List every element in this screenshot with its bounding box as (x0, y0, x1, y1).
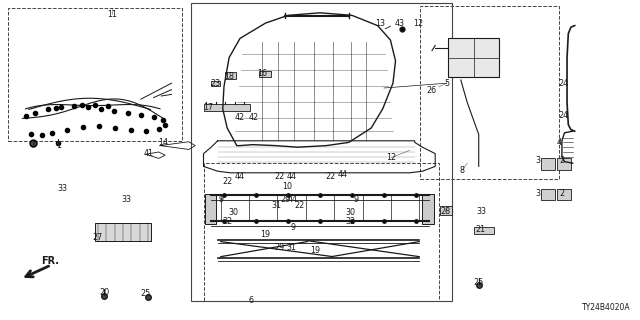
Text: 16: 16 (257, 69, 268, 78)
Text: 25: 25 (141, 289, 151, 298)
Text: 2: 2 (559, 189, 564, 198)
Text: 20: 20 (99, 288, 109, 297)
Text: 22: 22 (325, 172, 335, 181)
Text: 4: 4 (557, 138, 562, 147)
Bar (95, 223, 151, 241)
Text: 17: 17 (204, 103, 214, 112)
Bar (191, 3, 452, 301)
Text: FR.: FR. (42, 256, 60, 266)
Bar (422, 194, 434, 224)
Text: 43: 43 (394, 19, 404, 28)
Text: 44: 44 (338, 170, 348, 179)
Text: 19: 19 (260, 230, 270, 239)
Bar (204, 104, 250, 111)
Text: 44: 44 (287, 172, 297, 181)
Text: 5: 5 (444, 79, 449, 88)
Bar (225, 72, 236, 79)
Text: 23: 23 (210, 79, 220, 88)
Text: 30: 30 (346, 208, 356, 217)
Text: 21: 21 (475, 225, 485, 234)
Bar (420, 6, 559, 179)
Text: 32: 32 (346, 217, 356, 226)
Text: 12: 12 (387, 153, 397, 162)
Text: 18: 18 (224, 72, 234, 81)
Text: 42: 42 (234, 113, 244, 122)
Bar (557, 158, 571, 170)
Text: 24: 24 (558, 111, 568, 120)
Text: 1: 1 (56, 141, 61, 150)
Text: 29: 29 (274, 244, 284, 252)
Text: 9: 9 (219, 195, 224, 204)
Bar (204, 163, 439, 301)
Text: 29: 29 (280, 195, 291, 204)
Text: 22: 22 (274, 172, 284, 181)
Bar (541, 158, 555, 170)
Text: 27: 27 (92, 233, 102, 242)
Text: 12: 12 (413, 19, 424, 28)
Text: 2: 2 (559, 156, 564, 165)
Text: 11: 11 (107, 10, 117, 19)
Bar (211, 81, 220, 86)
Text: 6: 6 (248, 296, 253, 305)
Text: TY24B4020A: TY24B4020A (582, 303, 630, 312)
Bar (557, 189, 571, 200)
Text: 26: 26 (426, 86, 436, 95)
Bar (448, 38, 499, 77)
Bar (541, 189, 555, 200)
Text: 42: 42 (248, 113, 259, 122)
Text: 33: 33 (476, 207, 486, 216)
Text: 8: 8 (460, 166, 465, 175)
Text: 31: 31 (287, 244, 297, 252)
Text: 41: 41 (143, 149, 154, 158)
Text: 30: 30 (228, 208, 239, 217)
Text: 10: 10 (282, 182, 292, 191)
Text: 44: 44 (235, 172, 245, 181)
Bar (440, 206, 452, 215)
Text: 44: 44 (288, 195, 298, 204)
Bar (8, 8, 182, 141)
Text: 33: 33 (58, 184, 68, 193)
Bar (474, 227, 494, 234)
Text: 25: 25 (474, 278, 484, 287)
Text: 33: 33 (122, 195, 132, 204)
Text: 3: 3 (535, 189, 540, 198)
Text: 3: 3 (535, 156, 540, 165)
Text: 13: 13 (375, 19, 385, 28)
Text: 32: 32 (222, 217, 232, 226)
Text: 9: 9 (291, 223, 296, 232)
Text: 7: 7 (31, 141, 36, 150)
Bar (259, 71, 271, 77)
Text: 9: 9 (353, 196, 358, 204)
Text: 22: 22 (222, 177, 232, 186)
Text: 22: 22 (294, 201, 305, 210)
Text: 24: 24 (558, 79, 568, 88)
Text: 14: 14 (158, 138, 168, 147)
Bar (205, 194, 216, 224)
Text: 31: 31 (271, 201, 282, 210)
Text: 19: 19 (310, 246, 320, 255)
Text: 28: 28 (440, 207, 451, 216)
